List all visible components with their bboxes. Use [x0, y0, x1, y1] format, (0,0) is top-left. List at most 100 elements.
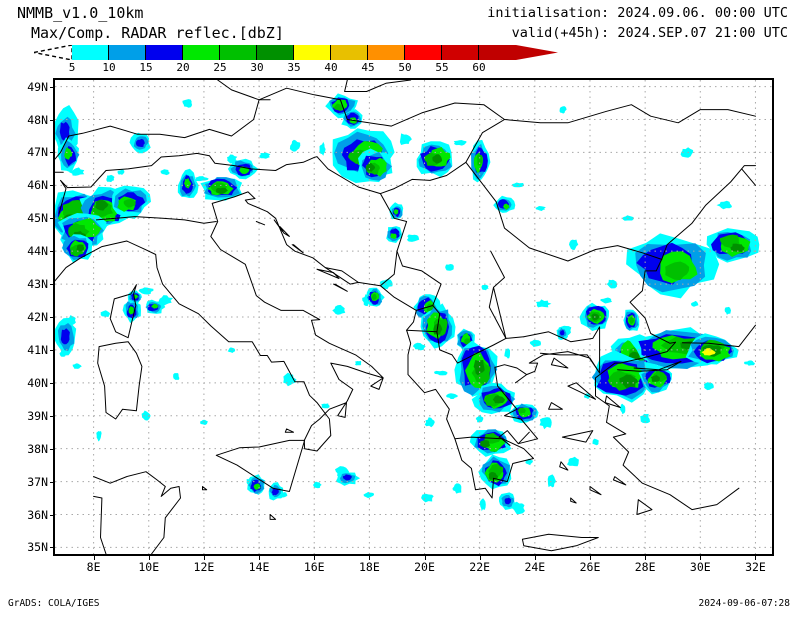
radar-contour-30dbz: [650, 375, 660, 382]
coastline-segment: [406, 326, 601, 374]
radar-speckle: [413, 342, 426, 351]
radar-contour-20dbz: [184, 177, 192, 189]
colorbar-tick-55: 55: [435, 61, 449, 74]
radar-speckle: [743, 360, 755, 366]
lat-label-42N: 42N: [27, 310, 48, 324]
colorbar-segment-35: [294, 45, 331, 60]
radar-speckle: [100, 310, 111, 317]
colorbar-segment-55: [442, 45, 479, 60]
coastline-segment: [617, 360, 682, 372]
radar-speckle: [138, 287, 154, 295]
initialisation-time: initialisation: 2024.09.06. 00:00 UTC: [487, 5, 788, 21]
radar-speckle: [504, 348, 510, 359]
colorbar-tick-60: 60: [472, 61, 486, 74]
coastline-segment: [567, 382, 596, 400]
coastline-segment: [595, 341, 740, 511]
radar-speckle: [680, 147, 694, 158]
radar-contour-30dbz: [95, 199, 109, 211]
radar-speckle: [289, 139, 301, 152]
radar-echo-hungary-core: [357, 148, 393, 183]
radar-speckle: [96, 431, 102, 442]
lat-tickmark: [50, 218, 55, 220]
coastline-segment: [109, 284, 137, 339]
coastline-segment: [344, 80, 412, 92]
radar-speckle: [481, 284, 489, 291]
map-canvas: [55, 80, 772, 554]
colorbar-segment-50: [405, 45, 442, 60]
radar-speckle: [399, 133, 412, 145]
lon-tickmark: [755, 555, 757, 560]
radar-echo-ionian-e: [335, 471, 361, 486]
radar-contour-25dbz: [123, 199, 136, 208]
radar-contour-30dbz: [76, 244, 85, 252]
lon-tickmark: [314, 555, 316, 560]
lon-tickmark: [645, 555, 647, 560]
radar-echo-balearic-e: [55, 317, 77, 356]
colorbar-overflow-arrow-icon: [516, 45, 558, 60]
radar-contour-15dbz: [135, 138, 145, 147]
radar-speckle: [182, 99, 193, 108]
lon-tickmark: [479, 555, 481, 560]
radar-echo-slovakia: [341, 109, 363, 129]
lat-label-48N: 48N: [27, 112, 48, 127]
colorbar-segment-45: [368, 45, 405, 60]
lon-tickmark: [93, 555, 95, 560]
header: NMMB_v1.0_10km Max/Comp. RADAR reflec.[d…: [0, 0, 800, 78]
lon-label-26E: 26E: [579, 560, 601, 574]
coastline-segment: [379, 193, 442, 306]
radar-contour-20dbz: [151, 303, 159, 309]
coastline-segment: [269, 514, 277, 520]
colorbar-segment-40: [331, 45, 368, 60]
radar-speckle: [72, 363, 82, 369]
coastline-segment: [494, 351, 601, 384]
lat-tickmark: [50, 284, 55, 286]
radar-speckle: [619, 403, 626, 415]
colorbar-tick-labels: 5 10 15 20 25 30 35 40 45 50 55 60: [0, 61, 800, 74]
radar-echo-sicily-s: [247, 474, 266, 495]
colorbar-tick-30: 30: [250, 61, 264, 74]
radar-echo-swiss-alps-core: [57, 137, 80, 173]
radar-contour-30dbz: [730, 243, 745, 252]
colorbar-tick-10: 10: [102, 61, 116, 74]
radar-speckle: [592, 438, 599, 446]
coastline-layer: [55, 80, 756, 554]
radar-speckle: [321, 403, 330, 409]
colorbar-tick-15: 15: [139, 61, 153, 74]
radar-speckle: [332, 304, 346, 315]
coastline-segment: [215, 439, 306, 492]
lat-tickmark: [50, 547, 55, 549]
lon-tickmark: [589, 555, 591, 560]
radar-contour-30dbz: [479, 440, 491, 448]
coastline-segment: [97, 341, 143, 420]
radar-echo-crete-sea: [499, 492, 516, 510]
lat-tickmark: [50, 86, 55, 88]
radar-contour-25dbz: [333, 103, 345, 112]
radar-speckle: [529, 339, 541, 347]
radar-speckle: [724, 306, 731, 315]
lat-tickmark: [50, 382, 55, 384]
coastline-segment: [504, 104, 756, 124]
coastline-segment: [454, 366, 539, 499]
radar-speckle: [600, 297, 612, 304]
radar-echo-austria-sw: [129, 132, 151, 154]
lat-label-38N: 38N: [27, 441, 48, 456]
coastline-segment: [379, 250, 398, 287]
lat-tickmark: [50, 481, 55, 483]
lon-label-30E: 30E: [689, 560, 711, 574]
coastline-segment: [629, 258, 676, 344]
coastline-segment: [636, 499, 653, 515]
lat-label-43N: 43N: [27, 277, 48, 292]
radar-speckle: [117, 169, 125, 175]
radar-contour-20dbz: [64, 147, 73, 160]
radar-contour-20dbz: [503, 203, 510, 210]
colorbar-segment-5: [72, 45, 109, 60]
colorbar-tick-45: 45: [361, 61, 375, 74]
coastline-segment: [589, 486, 602, 496]
lat-tickmark: [50, 185, 55, 187]
radar-contour-25dbz: [477, 154, 483, 166]
lat-label-37N: 37N: [27, 474, 48, 489]
lat-label-40N: 40N: [27, 375, 48, 390]
radar-speckle: [313, 481, 322, 489]
coastline-segment: [255, 221, 266, 226]
lat-label-45N: 45N: [27, 211, 48, 226]
